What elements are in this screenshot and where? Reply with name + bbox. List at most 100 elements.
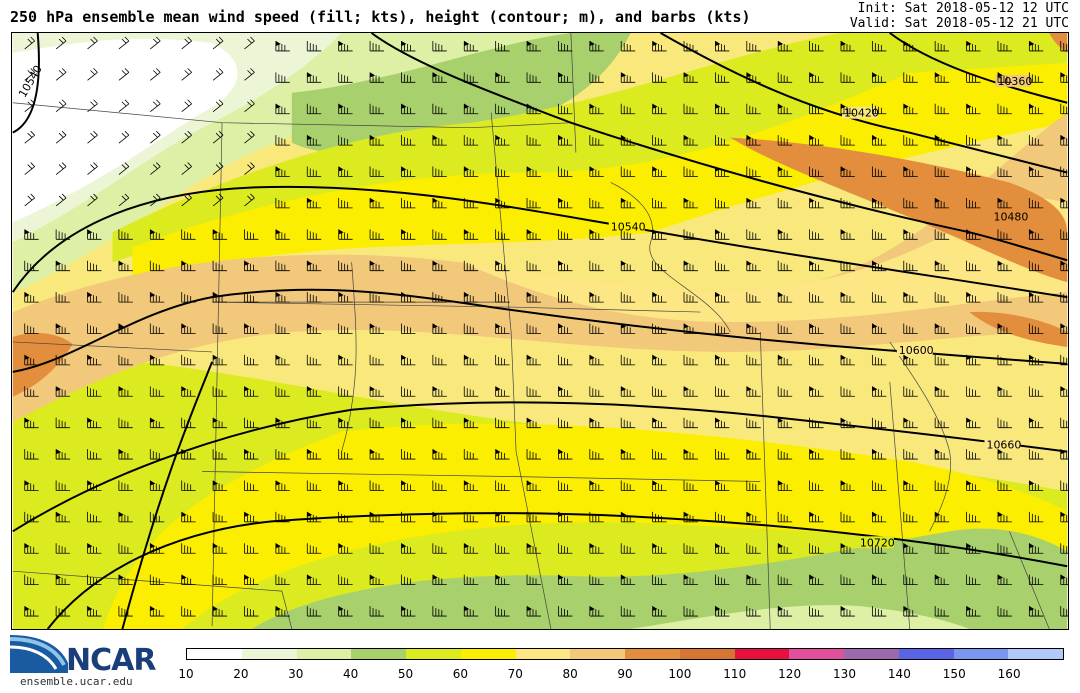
wind-barb — [746, 292, 761, 303]
wind-barb — [683, 323, 698, 334]
wind-barb — [1028, 386, 1044, 397]
wind-barb — [526, 354, 541, 366]
fill-band-70-80-mid — [461, 192, 1068, 323]
wind-barb — [1060, 543, 1068, 554]
wind-barb — [495, 606, 510, 617]
wind-barb — [746, 386, 761, 397]
wind-barb — [683, 449, 698, 460]
colorbar-tick-label: 100 — [668, 667, 692, 681]
wind-barb — [432, 417, 447, 429]
wind-barb — [495, 292, 510, 303]
logo-text: NCAR — [66, 643, 156, 678]
wind-barb — [620, 103, 636, 115]
wind-barb — [55, 99, 67, 113]
contour-label: 10360 — [997, 75, 1032, 88]
wind-barb — [87, 162, 98, 175]
wind-barb — [809, 72, 824, 83]
wind-barb — [715, 166, 730, 177]
wind-barb — [997, 449, 1012, 460]
wind-barb — [306, 103, 322, 115]
wind-barb — [244, 449, 259, 460]
colorbar-swatch — [241, 649, 297, 659]
wind-barb — [306, 354, 322, 366]
wind-barb — [87, 292, 102, 303]
wind-barb — [652, 417, 667, 429]
wind-barb — [620, 511, 636, 523]
wind-barb — [306, 72, 322, 83]
wind-barb — [118, 323, 133, 334]
wind-barb — [401, 574, 416, 586]
wind-barb — [212, 193, 224, 207]
wind-barb — [715, 260, 730, 272]
wind-barb — [87, 323, 102, 334]
colorbar-swatch — [1008, 649, 1063, 659]
wind-barb — [871, 543, 887, 554]
wind-barb — [87, 480, 102, 491]
wind-barb — [652, 166, 667, 177]
wind-barb — [181, 292, 196, 303]
contour-label-bg — [857, 536, 894, 549]
wind-barb — [652, 386, 667, 397]
wind-barb — [244, 606, 259, 617]
wind-barb — [683, 386, 698, 397]
logo-url: ensemble.ucar.edu — [20, 675, 133, 688]
fill-band-60-70-south — [103, 423, 1068, 629]
wind-barb — [934, 354, 950, 366]
wind-barb — [1060, 417, 1068, 429]
wind-barb — [55, 36, 67, 50]
wind-barb — [463, 72, 479, 83]
wind-barb — [777, 40, 793, 52]
wind-barb — [997, 574, 1012, 586]
wind-barb — [715, 574, 730, 586]
wind-barb — [809, 449, 824, 460]
wind-barb — [840, 386, 855, 397]
wind-barb — [55, 193, 67, 207]
colorbar-tick-label: 70 — [507, 667, 523, 681]
wind-barb — [871, 197, 887, 209]
wind-barb — [746, 197, 761, 209]
wind-barb — [306, 197, 322, 209]
wind-barb — [87, 574, 102, 586]
colorbar-swatch — [406, 649, 461, 659]
wind-barb — [589, 574, 604, 586]
wind-barb — [1028, 543, 1044, 554]
wind-barb — [840, 40, 855, 52]
wind-barb — [181, 260, 196, 272]
wind-barb — [1060, 197, 1068, 209]
wind-barb — [24, 36, 35, 50]
wind-barb — [809, 417, 824, 429]
wind-barb — [338, 166, 353, 177]
wind-barb — [966, 292, 981, 303]
wind-barb — [1028, 323, 1044, 334]
wind-barb — [840, 449, 855, 460]
wind-barb — [558, 260, 573, 272]
colorbar-tick-label: 90 — [617, 667, 633, 681]
wind-barb — [118, 229, 133, 240]
wind-barb — [338, 386, 353, 397]
wind-barb — [1028, 103, 1044, 115]
wind-barb — [1060, 260, 1068, 272]
wind-barb — [683, 197, 698, 209]
wind-barb — [55, 480, 71, 491]
wind-barb — [55, 292, 71, 303]
wind-barb — [463, 543, 479, 554]
wind-barb — [306, 229, 322, 240]
wind-barb — [809, 386, 824, 397]
wind-barb — [401, 543, 416, 554]
wind-barb — [620, 386, 636, 397]
wind-barb — [118, 99, 130, 113]
wind-barb — [715, 103, 730, 115]
init-time: Init: Sat 2018-05-12 12 UTC — [857, 1, 1069, 16]
wind-barb — [1060, 40, 1068, 52]
wind-barb — [777, 480, 793, 491]
wind-barb — [55, 511, 71, 523]
wind-barb — [212, 68, 224, 81]
wind-barb — [526, 229, 541, 240]
wind-barb — [181, 36, 192, 50]
wind-barb — [1060, 135, 1068, 146]
colorbar-tick-label: 140 — [887, 667, 911, 681]
wind-barb — [1060, 72, 1068, 83]
wind-barb — [683, 260, 698, 272]
wind-barb — [181, 511, 196, 523]
wind-barb — [777, 323, 793, 334]
